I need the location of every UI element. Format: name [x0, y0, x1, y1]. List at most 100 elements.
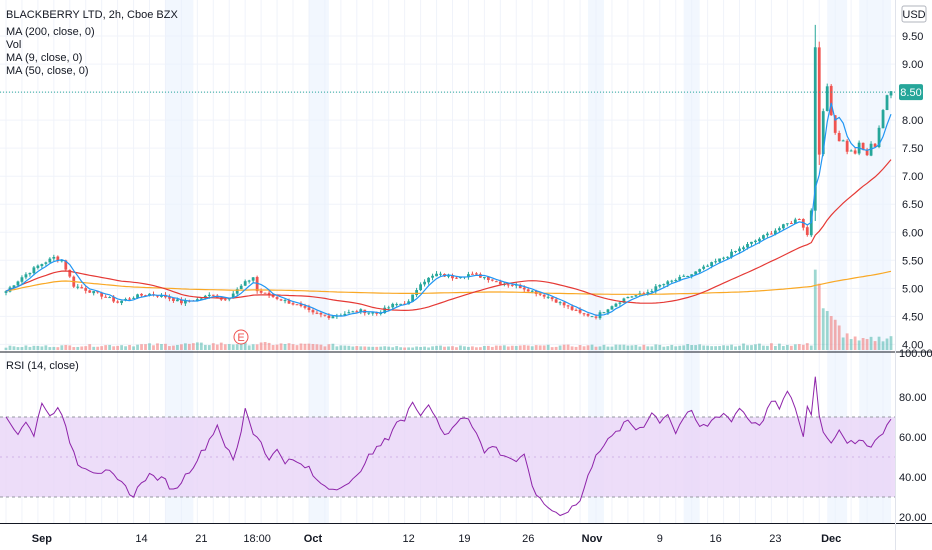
candle-body [833, 115, 837, 133]
candle-body [148, 293, 151, 296]
candle-body [108, 297, 112, 299]
candle-body [223, 299, 227, 301]
candle-body [459, 277, 462, 279]
volume-bar [626, 345, 630, 350]
candle-body [813, 47, 817, 211]
candle-body [530, 290, 534, 292]
candle-body [710, 262, 714, 267]
volume-bar [754, 344, 757, 350]
time-tick-label: Oct [304, 533, 323, 545]
volume-bar [801, 344, 805, 350]
candle-body [176, 299, 179, 302]
candle-body [351, 311, 355, 313]
candle-body [16, 281, 20, 286]
rsi-tick-label: 20.00 [899, 512, 927, 524]
volume-bar [56, 347, 60, 350]
price-tick-label: 6.00 [902, 227, 923, 239]
volume-bar [550, 347, 554, 350]
candle-body [307, 307, 311, 311]
price-axis[interactable]: 4.00 4.50 5.00 5.50 6.00 6.50 7.00 7.50 8.00 9.00… [902, 31, 923, 351]
volume-bar [650, 346, 654, 350]
currency-button[interactable]: USD [901, 5, 927, 23]
candle-body [610, 306, 614, 310]
candle-body [183, 300, 187, 304]
candle-body [758, 238, 761, 242]
volume-bar [837, 325, 841, 350]
volume-bar [347, 345, 351, 350]
candle-body [439, 273, 442, 275]
price-tick-label: 5.50 [902, 255, 923, 267]
legend-ma50[interactable]: MA (50, close, 0) [6, 65, 89, 77]
candle-body [343, 313, 347, 316]
volume-bar [415, 346, 419, 350]
volume-bar [758, 343, 761, 350]
volume-bar [383, 346, 387, 350]
volume-bar [482, 345, 486, 350]
ma200-line [5, 270, 892, 295]
volume-bar [869, 336, 873, 350]
volume-bar [439, 345, 442, 350]
volume-bar [48, 347, 52, 350]
volume-bar [24, 345, 28, 350]
volume-bar [718, 345, 721, 350]
legend-ma200[interactable]: MA (200, close, 0) [6, 26, 95, 38]
volume-bar [710, 346, 714, 350]
candle-body [435, 273, 438, 277]
volume-bar [164, 343, 167, 350]
candle-body [538, 293, 542, 295]
volume-bar [60, 345, 64, 350]
time-axis[interactable]: Sep 14 21 18:00 Oct 12 19 26 Nov 9 16 23 Dec [32, 533, 842, 545]
volume-bar [311, 343, 315, 350]
candle-body [56, 256, 60, 261]
legend-ma9[interactable]: MA (9, close, 0) [6, 52, 82, 64]
volume-bar [291, 344, 295, 350]
volume-bar [750, 345, 753, 350]
legend-volume[interactable]: Vol [6, 39, 21, 51]
volume-bar [455, 347, 458, 350]
volume-bar [92, 346, 96, 350]
candle-body [558, 302, 562, 304]
volume-bar [471, 346, 474, 350]
volume-bar [598, 346, 602, 350]
volume-bar [865, 339, 869, 350]
last-price-label: 8.50 [900, 87, 921, 99]
volume-bar [542, 345, 546, 350]
candle-body [40, 264, 44, 267]
volume-bar [32, 345, 36, 350]
candle-body [694, 271, 698, 275]
volume-bar [379, 346, 383, 350]
volume-bar [443, 346, 446, 350]
candle-body [486, 277, 490, 281]
volume-bar [694, 345, 698, 350]
volume-bar [399, 347, 403, 350]
rsi-axis[interactable]: 20.00 40.00 60.00 80.00 100.00 [899, 348, 932, 524]
earnings-event-marker[interactable]: E [233, 329, 249, 345]
candle-body [172, 298, 175, 301]
rsi-series [5, 376, 892, 517]
price-tick-label: 9.00 [902, 59, 923, 71]
volume-bar [578, 345, 582, 350]
candle-body [271, 295, 275, 297]
time-tick-label: Sep [32, 533, 52, 545]
candle-body [754, 240, 757, 243]
volume-bar [845, 333, 849, 350]
volume-bar [602, 344, 606, 350]
volume-bar [785, 344, 789, 350]
volume-bar [172, 345, 175, 350]
volume-bar [283, 344, 287, 350]
volume-bar [427, 347, 430, 350]
volume-bars [4, 269, 893, 350]
volume-bar [355, 346, 359, 350]
price-tick-label: 7.50 [902, 143, 923, 155]
rsi-tick-label: 100.00 [899, 348, 932, 360]
volume-bar [235, 344, 239, 350]
candle-body [156, 295, 159, 297]
candle-body [311, 310, 315, 313]
candle-body [467, 274, 470, 278]
candle-body [602, 312, 606, 314]
candle-body [68, 269, 72, 277]
candle-body [371, 312, 375, 314]
volume-bar [478, 347, 482, 350]
volume-bar [622, 344, 626, 350]
